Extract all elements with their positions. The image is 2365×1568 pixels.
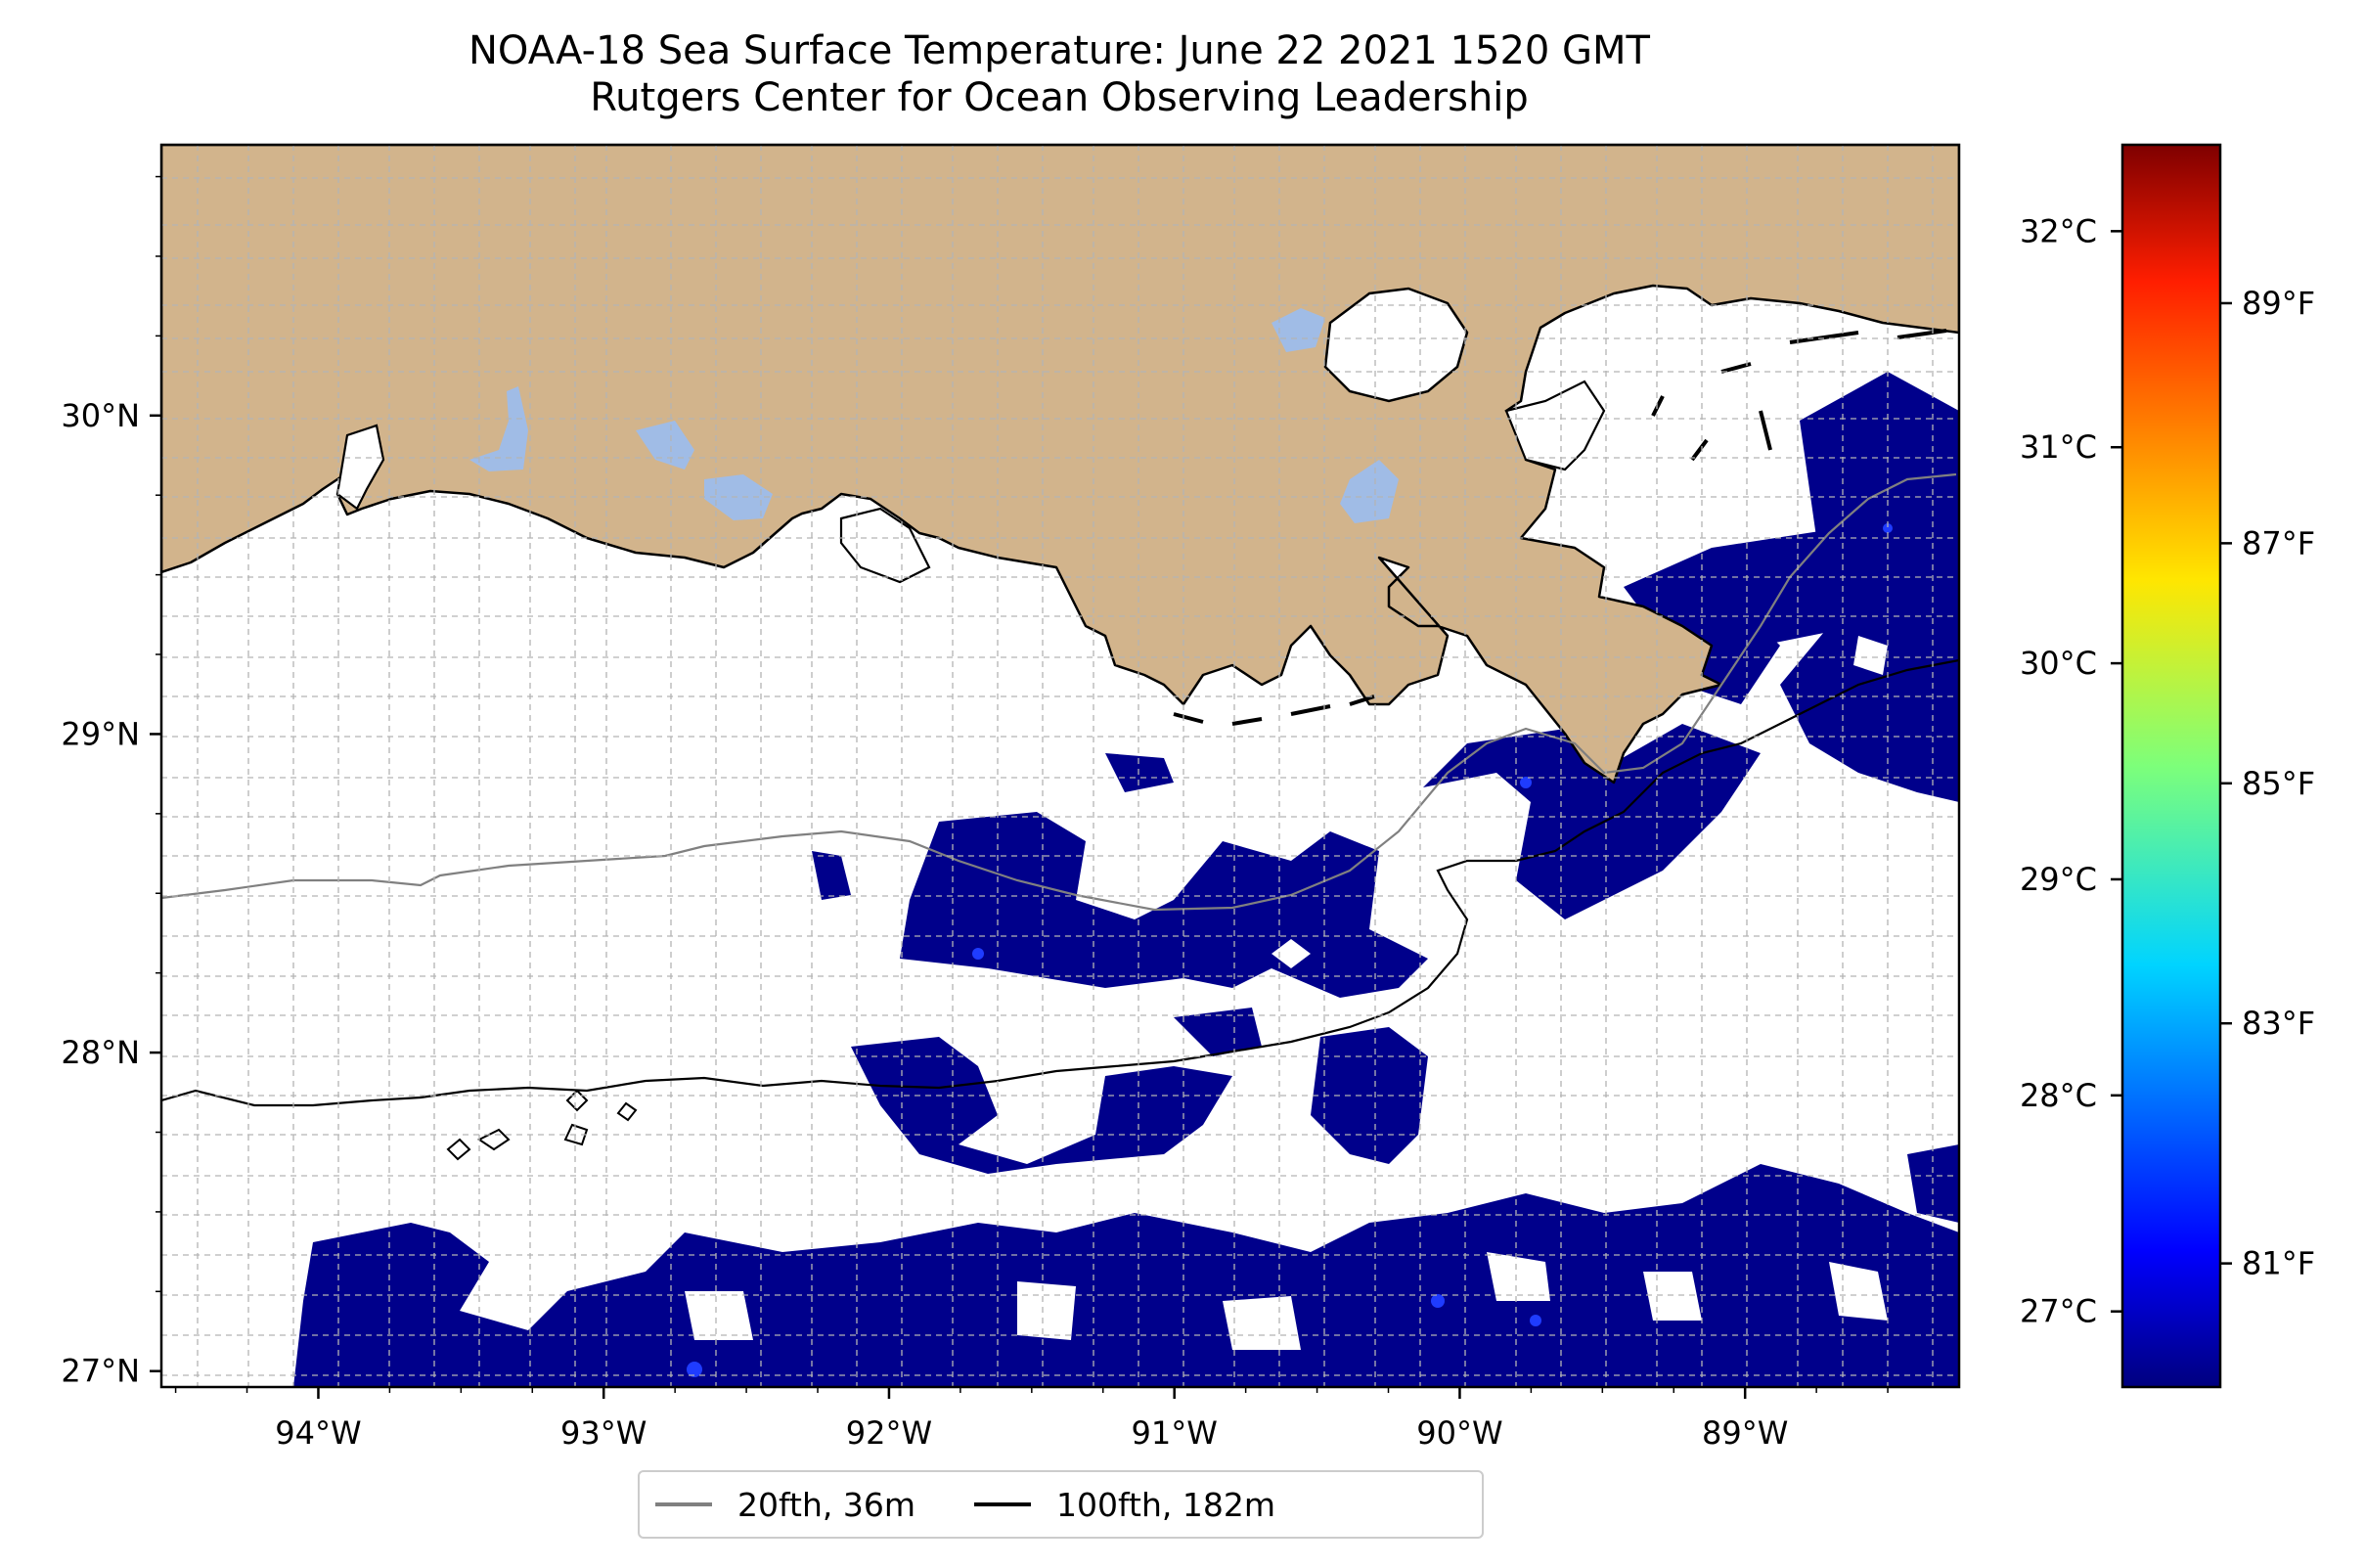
gridlines — [161, 145, 1959, 1387]
isobath-20fth — [161, 472, 1957, 912]
legend-swatch-20fth — [655, 1502, 712, 1506]
bay-barataria — [1504, 380, 1606, 471]
celsius-tick-label: 27°C — [2020, 1293, 2097, 1330]
title-line: NOAA-18 Sea Surface Temperature: June 22… — [468, 28, 1650, 73]
legend: 20fth, 36m 100fth, 182m — [638, 1470, 1484, 1539]
legend-label-20fth: 20fth, 36m — [737, 1485, 915, 1524]
y-tick-label: 27°N — [61, 1353, 140, 1390]
x-tick-label: 89°W — [1702, 1414, 1788, 1452]
x-tick-label: 90°W — [1416, 1414, 1502, 1452]
colorbar — [2120, 143, 2222, 1389]
lake-pontchartrain — [1323, 287, 1469, 403]
colorbar-celsius-axis: 32°C 31°C 30°C 29°C 28°C 27°C — [2020, 212, 2122, 1330]
celsius-tick-label: 29°C — [2020, 861, 2097, 898]
x-tick-label: 91°W — [1132, 1414, 1218, 1452]
fahrenheit-tick-label: 89°F — [2242, 285, 2315, 322]
sst-warm-specks — [687, 523, 1893, 1377]
x-tick-label: 92°W — [846, 1414, 932, 1452]
fahrenheit-tick-label: 81°F — [2242, 1245, 2315, 1282]
legend-entry-20fth: 20fth, 36m — [655, 1486, 915, 1524]
fahrenheit-tick-label: 85°F — [2242, 765, 2315, 802]
barrier-islands — [1173, 329, 1947, 726]
map-title: NOAA-18 Sea Surface Temperature: June 22… — [159, 27, 1959, 121]
y-tick-label: 28°N — [61, 1034, 140, 1071]
y-tick-label: 30°N — [61, 397, 140, 434]
map-layers — [161, 145, 1959, 1387]
isobath-islands — [446, 1089, 638, 1161]
y-tick-label: 29°N — [61, 715, 140, 752]
legend-label-100fth: 100fth, 182m — [1056, 1485, 1275, 1524]
fahrenheit-tick-label: 83°F — [2242, 1005, 2315, 1042]
celsius-tick-label: 31°C — [2020, 428, 2097, 466]
celsius-tick-label: 28°C — [2020, 1077, 2097, 1114]
x-axis: 94°W 93°W 92°W 91°W 90°W 89°W — [174, 1387, 1889, 1452]
subtitle-line: Rutgers Center for Ocean Observing Leade… — [590, 75, 1529, 120]
bay-vermilion — [839, 507, 931, 584]
legend-entry-100fth: 100fth, 182m — [974, 1486, 1275, 1524]
isobath-100fth — [161, 658, 1959, 1107]
y-axis: 30°N 29°N 28°N 27°N — [61, 175, 161, 1390]
fahrenheit-tick-label: 87°F — [2242, 524, 2315, 561]
x-tick-label: 94°W — [275, 1414, 361, 1452]
map-frame — [159, 143, 1961, 1389]
celsius-tick-label: 30°C — [2020, 645, 2097, 682]
legend-swatch-100fth — [974, 1502, 1031, 1506]
x-tick-label: 93°W — [560, 1414, 647, 1452]
celsius-tick-label: 32°C — [2020, 212, 2097, 249]
sst-holes — [685, 636, 1888, 1350]
bay-sabine-pass — [335, 424, 385, 511]
colorbar-fahrenheit-axis: 89°F 87°F 85°F 83°F 81°F — [2220, 285, 2315, 1282]
